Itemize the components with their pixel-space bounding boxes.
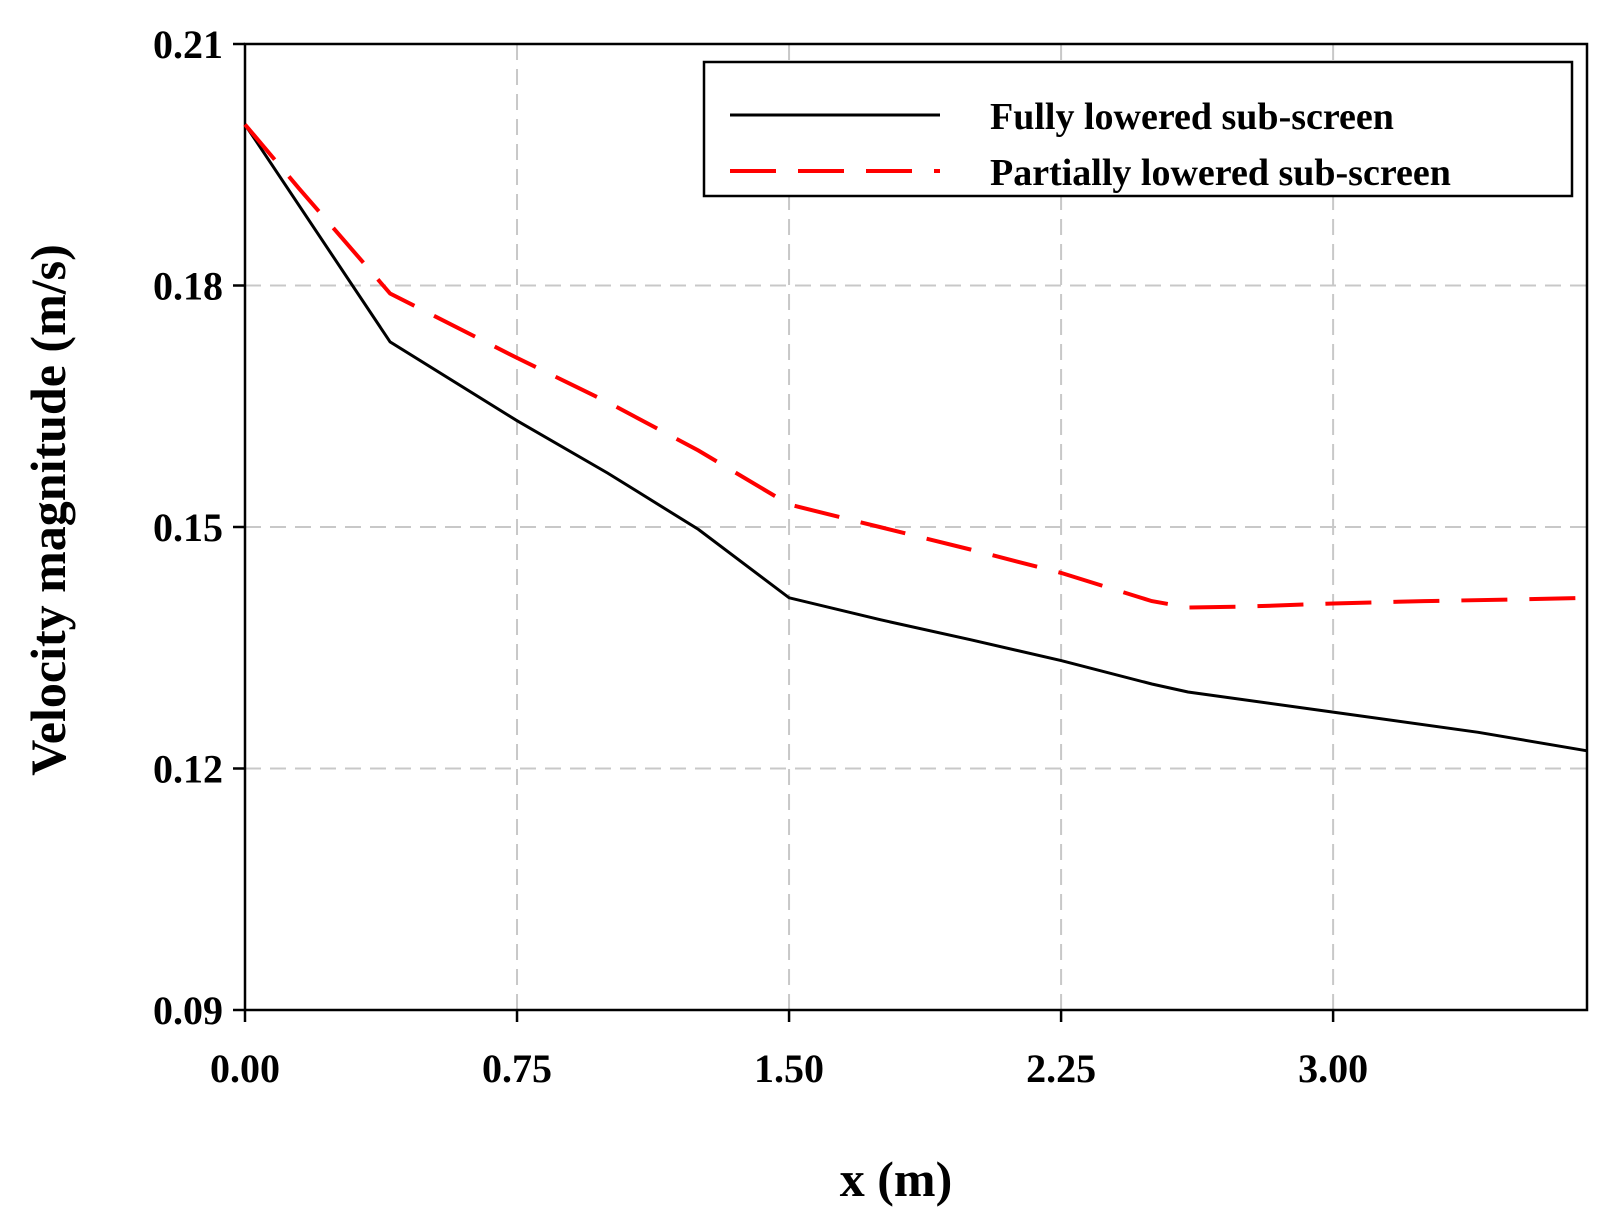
y-axis-ticks — [233, 42, 245, 1012]
legend: Fully lowered sub-screen Partially lower… — [702, 60, 1574, 198]
x-tick-label: 3.00 — [1298, 1046, 1368, 1091]
y-tick-label: 0.12 — [153, 747, 223, 792]
y-tick-label: 0.18 — [153, 264, 223, 309]
x-axis-ticks — [243, 1010, 1335, 1022]
legend-label-fully-lowered: Fully lowered sub-screen — [990, 96, 1394, 138]
y-axis-tick-labels: 0.09 0.12 0.15 0.18 0.21 — [153, 22, 223, 1033]
x-tick-label: 2.25 — [1026, 1046, 1096, 1091]
legend-label-partially-lowered: Partially lowered sub-screen — [990, 152, 1451, 194]
legend-box — [702, 60, 1574, 198]
y-tick-label: 0.09 — [153, 988, 223, 1033]
grid-lines — [245, 44, 1587, 1010]
x-tick-label: 1.50 — [754, 1046, 824, 1091]
y-tick-label: 0.15 — [153, 505, 223, 550]
y-axis-title: Velocity magnitude (m/s) — [20, 244, 76, 775]
x-tick-label: 0.00 — [210, 1046, 280, 1091]
series-line-partially-lowered — [243, 123, 1588, 610]
x-axis-title: x (m) — [840, 1151, 952, 1207]
y-tick-label: 0.21 — [153, 22, 223, 67]
series-lines — [243, 123, 1588, 753]
series-line-fully-lowered — [243, 123, 1588, 753]
x-axis-tick-labels: 0.00 0.75 1.50 2.25 3.00 — [210, 1046, 1368, 1091]
x-tick-label: 0.75 — [482, 1046, 552, 1091]
